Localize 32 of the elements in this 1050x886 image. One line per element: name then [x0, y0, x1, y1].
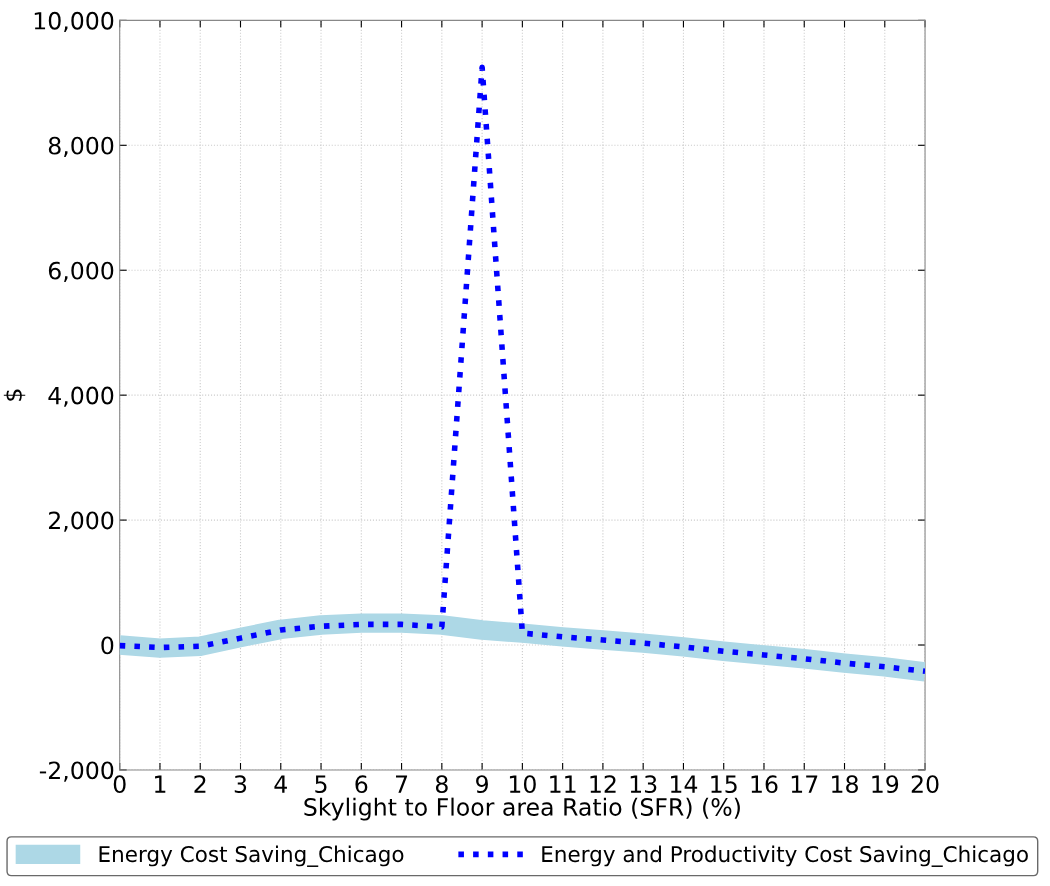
x-tick-label: 17: [791, 775, 818, 793]
x-tick-label: 4: [274, 775, 287, 793]
x-tick-label: 6: [355, 775, 368, 794]
y-tick-label: 0: [101, 636, 114, 655]
legend-label: Energy and Productivity Cost Saving_Chicago: [542, 845, 1028, 867]
x-tick-label: 3: [234, 775, 247, 794]
x-tick-label: 18: [832, 775, 858, 794]
y-tick-label: 6,000: [48, 261, 114, 282]
x-tick-label: 9: [476, 775, 488, 794]
x-tick-label: 7: [396, 775, 408, 793]
x-tick-label: 15: [711, 775, 737, 794]
x-tick-label: 19: [872, 775, 899, 794]
y-tick-label: 2,000: [48, 511, 114, 532]
x-tick-label: 1: [155, 775, 166, 793]
x-axis-title: Skylight to Floor area Ratio (SFR) (%): [304, 797, 740, 821]
x-tick-label: 13: [630, 775, 657, 794]
x-tick-label: 20: [911, 775, 939, 794]
y-tick-label: 8,000: [48, 136, 114, 158]
x-tick-label: 0: [113, 775, 126, 794]
x-tick-label: 10: [509, 775, 536, 794]
x-tick-label: 16: [751, 775, 778, 794]
y-tick-label: 4,000: [48, 386, 114, 407]
y-axis-title: $: [3, 389, 26, 401]
x-tick-label: 14: [671, 775, 698, 793]
x-tick-label: 8: [435, 775, 448, 794]
y-tick-label: 10,000: [34, 11, 114, 33]
x-tick-label: 2: [194, 775, 206, 793]
x-tick-label: 5: [315, 775, 327, 794]
legend-label: Energy Cost Saving_Chicago: [99, 845, 404, 867]
x-tick-label: 11: [550, 775, 576, 793]
x-tick-label: 12: [590, 775, 616, 793]
y-tick-label: -2,000: [39, 761, 114, 782]
